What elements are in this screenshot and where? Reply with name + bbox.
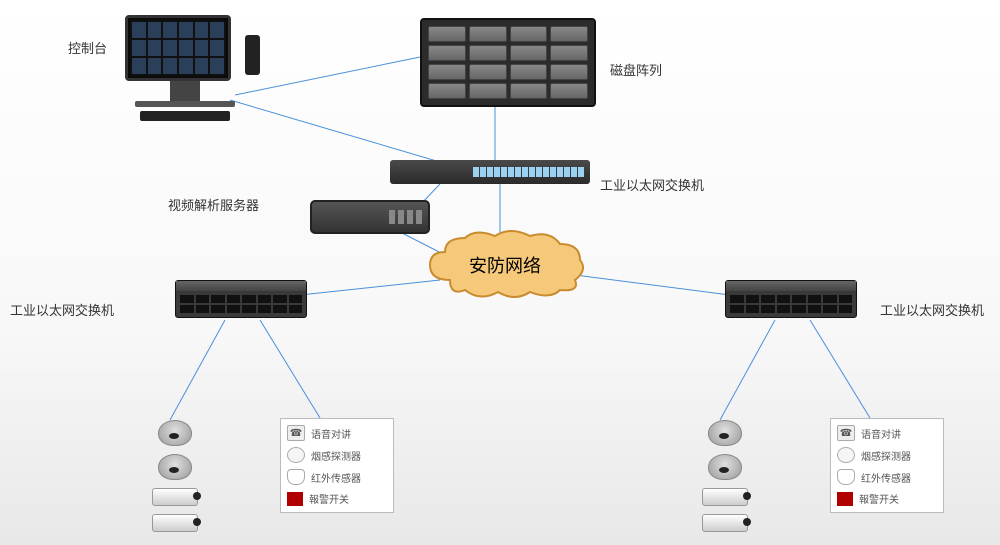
legend-row: 報警开关 (287, 491, 387, 506)
node-diskarray (420, 18, 596, 107)
label-video-server: 视频解析服务器 (168, 195, 259, 214)
dome-camera-icon (708, 420, 742, 446)
legend-row: 红外传感器 (287, 469, 387, 485)
label-switch-right: 工业以太网交换机 (880, 300, 984, 319)
node-video-server (310, 200, 430, 234)
legend-row: 烟感探测器 (837, 447, 937, 463)
alarm-icon (837, 492, 853, 506)
legend-item-label: 语音对讲 (861, 426, 901, 441)
dome-camera-icon (158, 420, 192, 446)
legend-row: 報警开关 (837, 491, 937, 506)
legend-item-label: 红外传感器 (861, 470, 911, 485)
dome-camera-icon (158, 454, 192, 480)
legend-row: ☎ 语音对讲 (837, 425, 937, 441)
phone-icon: ☎ (287, 425, 305, 441)
smoke-icon (287, 447, 305, 463)
smoke-icon (837, 447, 855, 463)
legend-row: 烟感探测器 (287, 447, 387, 463)
ir-icon (837, 469, 855, 485)
legend-item-label: 報警开关 (309, 491, 349, 506)
alarm-icon (287, 492, 303, 506)
legend-item-label: 红外传感器 (311, 470, 361, 485)
label-diskarray: 磁盘阵列 (610, 60, 662, 79)
ir-icon (287, 469, 305, 485)
legend-left: ☎ 语音对讲烟感探测器红外传感器報警开关 (280, 418, 394, 513)
network-diagram: 控制台 磁盘阵列 工业以太网交换机 视频解析服务器 安防网络 工业以太网交换机 (0, 0, 1000, 545)
label-switch-left: 工业以太网交换机 (10, 300, 114, 319)
dome-camera-icon (708, 454, 742, 480)
legend-row: 红外传感器 (837, 469, 937, 485)
cameras-right (695, 420, 755, 532)
legend-item-label: 報警开关 (859, 491, 899, 506)
phone-icon: ☎ (837, 425, 855, 441)
bullet-camera-icon (152, 488, 198, 506)
node-switch-left (175, 280, 307, 318)
legend-right: ☎ 语音对讲烟感探测器红外传感器報警开关 (830, 418, 944, 513)
node-console (125, 15, 245, 121)
legend-row: ☎ 语音对讲 (287, 425, 387, 441)
node-switch-right (725, 280, 857, 318)
legend-item-label: 烟感探测器 (861, 448, 911, 463)
cloud-label: 安防网络 (420, 230, 590, 300)
cloud-security-network: 安防网络 (420, 230, 590, 300)
label-console: 控制台 (68, 38, 107, 57)
bullet-camera-icon (702, 488, 748, 506)
bullet-camera-icon (702, 514, 748, 532)
bullet-camera-icon (152, 514, 198, 532)
legend-item-label: 语音对讲 (311, 426, 351, 441)
cameras-left (145, 420, 205, 532)
node-core-switch (390, 160, 590, 184)
label-core-switch: 工业以太网交换机 (600, 175, 704, 194)
legend-item-label: 烟感探测器 (311, 448, 361, 463)
